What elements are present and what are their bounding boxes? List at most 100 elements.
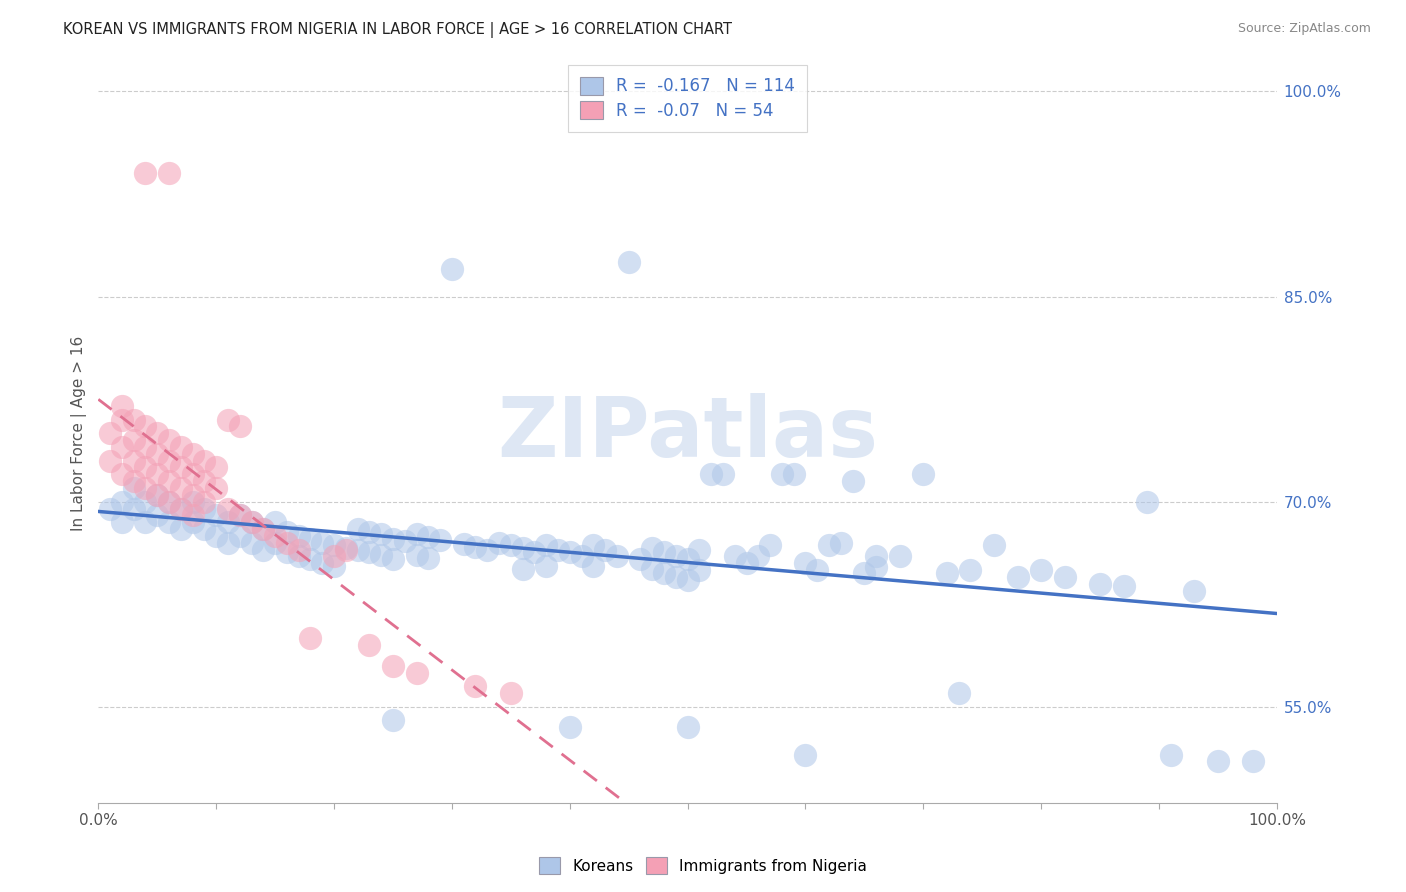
Point xyxy=(464,679,486,693)
Point xyxy=(181,488,204,502)
Point xyxy=(205,460,228,475)
Point xyxy=(935,566,957,580)
Point xyxy=(841,474,863,488)
Point xyxy=(157,433,180,447)
Point xyxy=(181,508,204,523)
Point xyxy=(346,542,368,557)
Point xyxy=(276,524,298,539)
Point xyxy=(464,540,486,554)
Point xyxy=(359,638,381,652)
Point xyxy=(134,515,156,529)
Point xyxy=(440,262,463,277)
Point xyxy=(229,508,252,523)
Point xyxy=(1031,563,1053,577)
Point xyxy=(747,549,769,564)
Point xyxy=(806,563,828,577)
Point xyxy=(170,460,193,475)
Point xyxy=(370,548,392,562)
Point xyxy=(782,467,804,482)
Point xyxy=(146,426,169,441)
Point xyxy=(381,658,404,673)
Point xyxy=(665,549,688,564)
Point xyxy=(134,440,156,454)
Point xyxy=(865,549,887,564)
Point xyxy=(912,467,935,482)
Point xyxy=(264,535,287,549)
Point xyxy=(499,686,522,700)
Point xyxy=(193,522,215,536)
Point xyxy=(111,467,134,482)
Point xyxy=(534,558,557,573)
Point xyxy=(606,549,628,564)
Point xyxy=(205,529,228,543)
Point xyxy=(252,542,274,557)
Point xyxy=(193,494,215,508)
Point xyxy=(512,562,534,576)
Point xyxy=(122,474,145,488)
Point xyxy=(111,440,134,454)
Point xyxy=(1160,747,1182,762)
Point xyxy=(323,558,346,573)
Point xyxy=(217,535,239,549)
Point xyxy=(641,562,664,576)
Text: ZIPatlas: ZIPatlas xyxy=(498,392,879,474)
Point xyxy=(688,542,710,557)
Point xyxy=(122,433,145,447)
Point xyxy=(418,530,440,544)
Point xyxy=(547,542,569,557)
Point xyxy=(122,412,145,426)
Point xyxy=(252,522,274,536)
Point xyxy=(181,467,204,482)
Point xyxy=(429,533,451,547)
Point xyxy=(323,549,346,564)
Point xyxy=(276,545,298,559)
Point xyxy=(181,494,204,508)
Point xyxy=(593,542,616,557)
Point xyxy=(264,529,287,543)
Point xyxy=(146,488,169,502)
Point xyxy=(1112,579,1135,593)
Point xyxy=(205,481,228,495)
Point xyxy=(335,542,357,557)
Point xyxy=(122,453,145,467)
Point xyxy=(453,537,475,551)
Point xyxy=(948,686,970,700)
Point xyxy=(111,515,134,529)
Point xyxy=(134,460,156,475)
Point xyxy=(405,548,427,562)
Point xyxy=(770,467,793,482)
Point xyxy=(170,501,193,516)
Point xyxy=(170,501,193,516)
Point xyxy=(287,542,309,557)
Point xyxy=(276,535,298,549)
Point xyxy=(346,522,368,536)
Point xyxy=(134,481,156,495)
Text: Source: ZipAtlas.com: Source: ZipAtlas.com xyxy=(1237,22,1371,36)
Point xyxy=(111,494,134,508)
Point xyxy=(1053,570,1076,584)
Y-axis label: In Labor Force | Age > 16: In Labor Force | Age > 16 xyxy=(72,335,87,531)
Point xyxy=(146,467,169,482)
Point xyxy=(1088,576,1111,591)
Legend: Koreans, Immigrants from Nigeria: Koreans, Immigrants from Nigeria xyxy=(533,851,873,880)
Point xyxy=(700,467,723,482)
Point xyxy=(665,570,688,584)
Point xyxy=(759,538,782,552)
Point xyxy=(359,524,381,539)
Point xyxy=(794,747,817,762)
Point xyxy=(170,522,193,536)
Point xyxy=(359,545,381,559)
Point xyxy=(582,558,605,573)
Point xyxy=(217,412,239,426)
Point xyxy=(523,545,546,559)
Point xyxy=(299,532,322,546)
Point xyxy=(146,488,169,502)
Point xyxy=(146,447,169,461)
Point xyxy=(240,535,263,549)
Point xyxy=(405,527,427,541)
Point xyxy=(205,508,228,523)
Point xyxy=(335,541,357,556)
Point xyxy=(724,549,747,564)
Point xyxy=(111,412,134,426)
Point xyxy=(98,426,121,441)
